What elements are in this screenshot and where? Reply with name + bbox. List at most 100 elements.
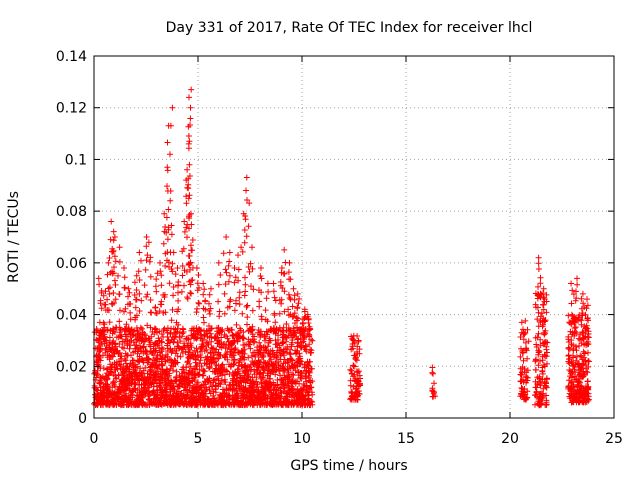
data-point — [239, 310, 246, 317]
data-point — [136, 249, 143, 256]
chart-title: Day 331 of 2017, Rate Of TEC Index for r… — [166, 20, 533, 36]
data-point — [265, 343, 271, 350]
data-point — [286, 259, 293, 266]
data-point — [585, 349, 591, 356]
data-point — [167, 151, 173, 158]
data-point — [147, 309, 154, 316]
data-point — [148, 349, 155, 356]
data-point — [106, 307, 112, 314]
data-point — [294, 304, 301, 311]
data-point — [195, 272, 202, 278]
data-point — [132, 304, 139, 311]
data-point — [194, 362, 201, 369]
data-point — [189, 378, 196, 385]
data-point — [112, 258, 119, 265]
data-point — [189, 237, 196, 243]
data-point — [236, 301, 243, 308]
data-point — [244, 302, 251, 309]
x-tick-label: 15 — [397, 431, 415, 447]
y-tick-label: 0.1 — [65, 152, 87, 168]
y-tick-label: 0.06 — [56, 256, 87, 272]
data-point — [241, 227, 248, 233]
data-point — [263, 295, 270, 302]
y-tick-label: 0.08 — [56, 204, 87, 220]
data-point — [125, 293, 131, 300]
data-point — [296, 380, 303, 387]
data-point — [188, 86, 195, 93]
data-point — [222, 266, 229, 273]
data-point — [350, 332, 357, 339]
data-point — [578, 321, 585, 328]
data-point — [106, 291, 113, 297]
data-point — [185, 133, 192, 139]
data-point — [249, 307, 256, 314]
data-point — [108, 218, 115, 225]
data-point — [116, 244, 123, 251]
data-point — [429, 369, 436, 376]
data-point — [105, 285, 112, 292]
data-point — [110, 290, 117, 296]
data-point — [226, 272, 233, 279]
data-point — [153, 288, 160, 295]
x-tick-label: 0 — [90, 431, 99, 447]
data-point — [249, 244, 255, 251]
data-point — [265, 288, 272, 295]
data-point — [206, 291, 213, 298]
data-point — [300, 319, 306, 326]
x-tick-label: 5 — [194, 431, 203, 447]
data-point — [116, 291, 123, 298]
data-point — [270, 288, 277, 295]
data-point — [244, 321, 250, 328]
data-point — [162, 358, 169, 365]
data-point — [168, 231, 175, 238]
grid — [94, 56, 614, 418]
data-point — [350, 362, 357, 369]
data-point — [194, 280, 201, 287]
data-point — [175, 282, 181, 289]
data-point — [256, 339, 263, 346]
data-point — [223, 269, 230, 276]
data-point — [178, 288, 185, 295]
data-point — [121, 265, 127, 271]
data-point — [243, 233, 250, 240]
data-point — [179, 350, 186, 356]
y-tick-label: 0.02 — [56, 359, 87, 375]
data-point — [242, 281, 249, 288]
data-point — [166, 280, 173, 287]
data-point — [271, 312, 278, 319]
data-point — [242, 216, 249, 223]
x-axis-label: GPS time / hours — [290, 458, 407, 474]
data-point — [164, 167, 171, 174]
data-point — [235, 266, 242, 273]
data-point — [159, 353, 166, 360]
data-point — [241, 239, 248, 246]
data-point — [243, 187, 249, 194]
data-point — [152, 283, 159, 290]
y-tick-label: 0.14 — [56, 49, 87, 65]
data-point — [271, 294, 278, 301]
data-point — [164, 333, 171, 340]
data-point — [221, 310, 228, 317]
data-point — [173, 368, 180, 375]
data-point — [543, 346, 550, 353]
data-point — [175, 289, 181, 296]
y-tick-label: 0 — [78, 411, 87, 427]
x-tick-label: 20 — [501, 431, 519, 447]
data-point — [270, 280, 277, 287]
data-point — [164, 357, 171, 364]
data-point — [187, 104, 194, 111]
data-point — [157, 259, 163, 266]
data-point — [215, 281, 222, 288]
data-point — [295, 300, 302, 307]
data-point — [231, 265, 238, 271]
data-point — [153, 368, 160, 375]
data-point — [193, 265, 200, 271]
data-point — [535, 260, 542, 267]
data-point — [188, 247, 195, 254]
data-point — [243, 174, 250, 181]
data-point — [233, 321, 240, 328]
data-point — [584, 296, 590, 303]
data-point — [182, 348, 189, 355]
data-point — [540, 285, 547, 292]
data-point — [111, 277, 118, 284]
